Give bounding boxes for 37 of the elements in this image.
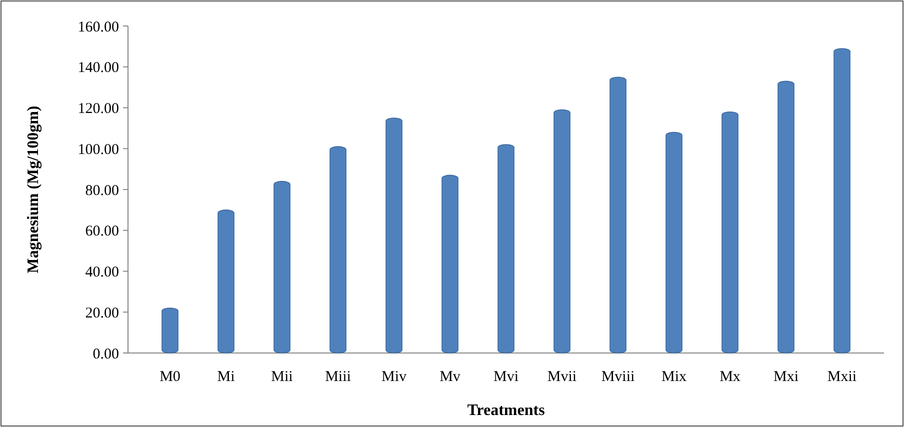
x-tick-label: Mvii [547,369,577,385]
x-tick-label: Miii [325,369,351,385]
x-tick-label: Mxi [773,369,799,385]
bar [778,80,794,354]
bar [498,144,514,354]
y-tick-label: 120.00 [78,101,119,117]
x-tick-label: Miv [381,369,407,385]
y-tick-label: 60.00 [85,224,119,240]
y-tick-label: 40.00 [85,264,119,280]
y-tick-label: 80.00 [85,182,119,199]
x-tick-label: M0 [160,369,180,385]
bar [722,111,738,354]
bar [554,109,570,354]
bar [442,174,458,354]
bar [666,132,682,354]
x-axis-title: Treatments [467,402,545,419]
bar [162,308,178,354]
y-tick-label: 140.00 [78,60,119,76]
x-tick-label: Mviii [601,369,635,385]
bar [610,76,626,354]
bar [330,146,346,354]
bar [218,210,234,354]
x-tick-label: Mii [271,369,293,385]
y-tick-label: 20.00 [85,305,119,322]
bar [274,180,290,354]
y-tick-label: 0.00 [92,346,119,362]
bar [386,118,402,354]
x-tick-label: Mix [661,369,687,385]
x-tick-label: Mvi [493,369,519,385]
x-tick-label: Mi [217,369,235,385]
y-tick-label: 100.00 [78,142,119,158]
y-axis-title: Magnesium (Mg/100gm) [25,106,42,274]
y-tick-label: 160.00 [78,19,119,36]
x-tick-label: Mv [440,369,461,385]
bar [834,48,850,354]
x-tick-label: Mx [720,369,741,385]
x-tick-label: Mxii [827,369,857,385]
